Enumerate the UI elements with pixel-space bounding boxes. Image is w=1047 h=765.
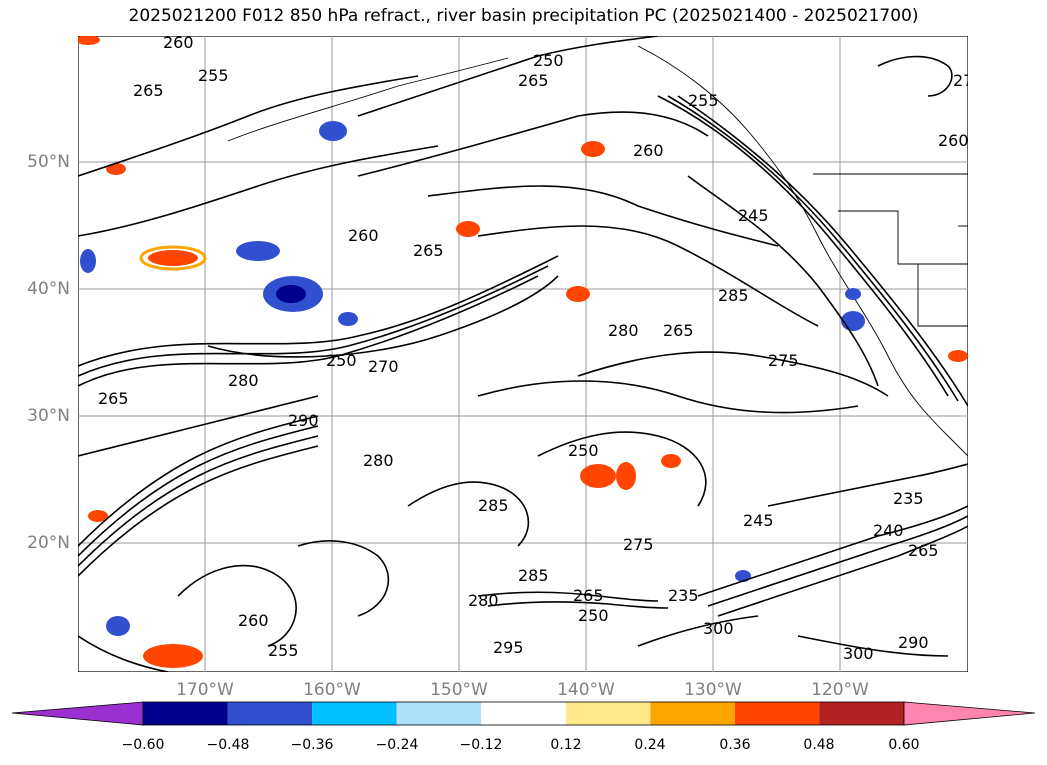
colorbar-cell bbox=[481, 702, 566, 725]
contour-label: 280 bbox=[228, 371, 259, 390]
colorbar-cell bbox=[396, 702, 482, 725]
contour-labels: 2602552652502652702602602652452652602852… bbox=[98, 36, 968, 663]
contour-label: 265 bbox=[908, 541, 939, 560]
contour-label: 275 bbox=[623, 535, 654, 554]
contour-label: 290 bbox=[898, 633, 929, 652]
contour-label: 260 bbox=[348, 226, 379, 245]
contour-label: 250 bbox=[568, 441, 599, 460]
figure-title: 2025021200 F012 850 hPa refract., river … bbox=[128, 6, 919, 26]
contour-label: 245 bbox=[743, 511, 774, 530]
contour-label: 255 bbox=[198, 66, 229, 85]
contour-label: 290 bbox=[288, 411, 319, 430]
colorbar-tick-label: 0.60 bbox=[888, 737, 920, 753]
contour-label: 265 bbox=[573, 586, 604, 605]
colorbar-cell bbox=[650, 702, 735, 725]
colorbar-tick-label: 0.36 bbox=[719, 737, 751, 753]
lon-label-170w: 170°W bbox=[176, 680, 234, 700]
contour-label: 265 bbox=[98, 389, 129, 408]
contour-label: 300 bbox=[703, 619, 734, 638]
contour-label: 235 bbox=[893, 489, 924, 508]
contour-label: 280 bbox=[363, 451, 394, 470]
colorbar-tick-label: −0.36 bbox=[290, 737, 334, 753]
contour-label: 285 bbox=[518, 566, 549, 585]
contour-label: 285 bbox=[478, 496, 509, 515]
colorbar-tick-label: 0.12 bbox=[550, 737, 582, 753]
contour-label: 260 bbox=[938, 131, 968, 150]
colorbar-cell bbox=[312, 702, 397, 725]
contour-label: 275 bbox=[768, 351, 799, 370]
contour-label: 260 bbox=[238, 611, 269, 630]
colorbar-tick-label: −0.12 bbox=[459, 737, 503, 753]
contour-lines bbox=[78, 36, 968, 672]
colorbar bbox=[11, 701, 1036, 726]
colorbar-cell bbox=[143, 702, 228, 725]
contour-label: 260 bbox=[163, 36, 194, 52]
lat-label-20: 20°N bbox=[27, 533, 70, 553]
contour-label: 250 bbox=[578, 606, 609, 625]
contour-label: 255 bbox=[688, 91, 719, 110]
contour-label: 300 bbox=[843, 644, 874, 663]
lon-label-160w: 160°W bbox=[303, 680, 361, 700]
contour-label: 250 bbox=[533, 51, 564, 70]
lat-label-30: 30°N bbox=[27, 406, 70, 426]
contour-label: 270 bbox=[368, 357, 399, 376]
colorbar-tick-label: 0.48 bbox=[803, 737, 835, 753]
contour-label: 270 bbox=[953, 71, 968, 90]
contour-label: 295 bbox=[493, 638, 524, 657]
colorbar-cell bbox=[819, 702, 904, 725]
lon-label-130w: 130°W bbox=[684, 680, 742, 700]
contour-label: 265 bbox=[133, 81, 164, 100]
lon-label-140w: 140°W bbox=[557, 680, 615, 700]
colorbar-tick-label: 0.24 bbox=[634, 737, 666, 753]
contour-label: 245 bbox=[738, 206, 769, 225]
contour-label: 260 bbox=[633, 141, 664, 160]
colorbar-cell bbox=[565, 702, 651, 725]
colorbar-cell bbox=[734, 702, 820, 725]
map-panel: 2602552652502652702602602652452652602852… bbox=[78, 36, 968, 672]
coastlines bbox=[227, 45, 968, 457]
contour-label: 240 bbox=[873, 521, 904, 540]
contour-label: 250 bbox=[326, 351, 357, 370]
lat-label-40: 40°N bbox=[27, 279, 70, 299]
contour-label: 255 bbox=[268, 641, 299, 660]
colorbar-tick-label: −0.24 bbox=[375, 737, 419, 753]
contour-label: 280 bbox=[468, 591, 499, 610]
colorbar-tick-label: −0.60 bbox=[121, 737, 165, 753]
contour-label: 235 bbox=[668, 586, 699, 605]
contour-label: 285 bbox=[718, 286, 749, 305]
contour-label: 265 bbox=[518, 71, 549, 90]
gridlines bbox=[78, 36, 968, 672]
precip-shading bbox=[78, 36, 968, 668]
lon-label-150w: 150°W bbox=[430, 680, 488, 700]
contour-label: 265 bbox=[663, 321, 694, 340]
colorbar-extend-max bbox=[903, 701, 1036, 726]
colorbar-tick-label: −0.48 bbox=[206, 737, 250, 753]
lat-label-50: 50°N bbox=[27, 152, 70, 172]
contour-label: 280 bbox=[608, 321, 639, 340]
colorbar-cell bbox=[227, 702, 313, 725]
lon-label-120w: 120°W bbox=[811, 680, 869, 700]
contour-label: 265 bbox=[413, 241, 444, 260]
colorbar-extend-min bbox=[11, 701, 144, 726]
